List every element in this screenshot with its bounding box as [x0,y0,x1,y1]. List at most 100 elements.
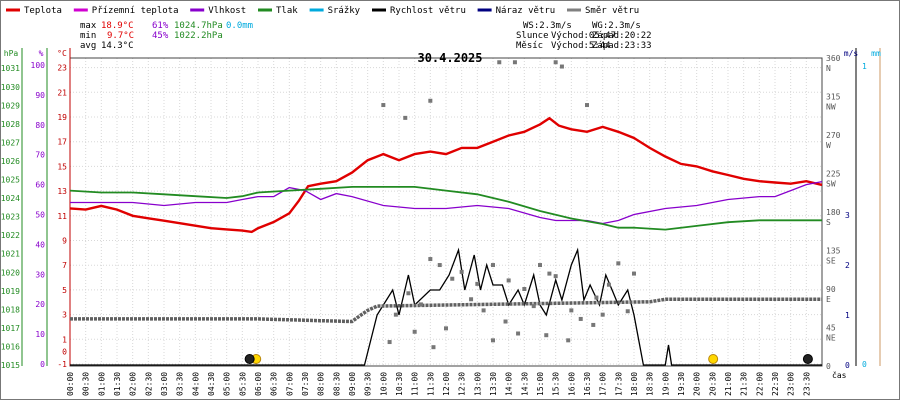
series-line-vlhkost [70,180,823,225]
stat-avg-temp: 14.3°C [101,41,134,51]
direction-point [406,291,411,296]
tick-label-celsius-zero: 0 [62,348,67,357]
tick-label-time: 01:30 [113,372,122,396]
direction-point [625,309,630,314]
tick-label-percent: 80 [35,121,45,130]
tick-label-celsius: 13 [57,187,67,196]
direction-point [503,319,508,324]
direction-point [381,103,386,108]
tick-label-hpa: 1025 [1,176,20,185]
axis-unit-label: m/s [844,49,859,58]
sunrise-time: Východ:05:47 [551,31,616,41]
moonset-time: Západ:23:33 [592,41,652,51]
tick-label-rain: 0 [862,360,867,369]
tick-label-wind-speed: 1 [845,311,850,320]
direction-point [403,115,408,120]
legend-label: Vlhkost [208,6,246,16]
tick-label-hpa: 1030 [1,83,20,92]
direction-point [559,64,564,69]
direction-point [585,103,589,108]
tick-label-time: 14:30 [520,372,529,396]
direction-point [516,331,521,336]
tick-label-celsius: 23 [57,64,67,73]
direction-point [491,338,495,343]
stat-min-label: min [80,31,96,41]
direction-point [437,263,442,268]
tick-label-time: 10:30 [395,372,404,396]
tick-label-direction-name: N [826,64,831,73]
direction-point [547,271,552,276]
sunset-time: Západ:20:22 [592,31,652,41]
tick-label-time: 21:30 [740,372,749,396]
tick-label-hpa: 1024 [1,194,20,203]
stat-max-humidity: 61% [152,21,169,31]
tick-label-time: 08:00 [317,372,326,396]
tick-label-time: 16:30 [583,372,592,396]
stat-avg-label: avg [80,41,96,51]
tick-label-hpa: 1023 [1,213,20,222]
direction-point [544,333,549,338]
direction-point [481,308,486,313]
tick-label-time: 23:30 [802,372,811,396]
legend-label: Přízemní teplota [92,6,179,16]
tick-label-time: 03:00 [160,372,169,396]
chart-title: 30.4.2025 [417,51,482,65]
tick-label-time: 14:00 [505,372,514,396]
tick-label-direction: 315 [826,92,841,101]
tick-label-direction-name: NW [826,102,836,111]
tick-label-time: 16:00 [567,372,576,396]
tick-label-percent: 20 [35,300,45,309]
tick-label-celsius: 5 [62,286,67,295]
tick-label-percent: 60 [35,181,45,190]
direction-point [418,302,423,307]
tick-label-celsius: -1 [57,360,67,369]
tick-label-hpa: 1022 [1,231,20,240]
series-layer [69,60,823,366]
direction-point [632,271,636,276]
moonrise-time: Východ:5:44 [551,41,611,51]
tick-label-time: 23:00 [787,372,796,396]
stat-min-temp: 9.7°C [107,31,134,41]
series-line-tlak [69,186,822,231]
tick-label-hpa: 1021 [1,250,20,259]
tick-label-celsius: 9 [62,237,67,246]
direction-point [578,316,583,321]
tick-label-time: 21:00 [724,372,733,396]
moon-label: Měsíc [516,41,543,51]
tick-label-percent: 30 [35,270,45,279]
tick-label-direction: 360 [826,54,841,63]
tick-label-hpa: 1029 [1,101,20,110]
tick-label-time: 19:00 [661,372,670,396]
tick-label-wind-speed: 3 [845,211,850,220]
tick-label-time: 04:00 [191,372,200,396]
direction-point [538,263,542,268]
tick-label-time: 12:30 [458,372,467,396]
tick-label-time: 18:00 [630,372,639,396]
tick-label-time: 00:00 [66,372,75,396]
tick-label-time: 07:00 [285,372,294,396]
tick-label-time: 12:00 [442,372,451,396]
tick-label-time: 11:30 [426,372,435,396]
direction-point [491,263,495,268]
tick-label-percent: 90 [35,91,45,100]
tick-label-hpa: 1019 [1,287,20,296]
tick-label-hpa: 1017 [1,324,20,333]
stat-max-rain: 0.0mm [226,21,253,31]
tick-label-time: 09:00 [348,372,357,396]
legend-label: Tlak [276,6,298,16]
direction-point [428,257,433,262]
tick-label-direction-name: W [826,141,831,150]
tick-label-time: 06:30 [270,372,279,396]
tick-label-time: 06:00 [254,372,263,396]
tick-label-hpa: 1018 [1,305,20,314]
tick-label-time: 01:00 [97,372,106,396]
axis-unit-label: °C [57,49,67,58]
direction-point [393,312,398,317]
direction-point [497,60,502,65]
tick-label-direction-name: S [826,218,831,227]
tick-label-percent: 40 [35,240,45,249]
wind-wg: WG:2.3m/s [592,21,641,31]
direction-point [553,274,558,279]
direction-point [594,295,599,300]
direction-point [475,281,480,286]
